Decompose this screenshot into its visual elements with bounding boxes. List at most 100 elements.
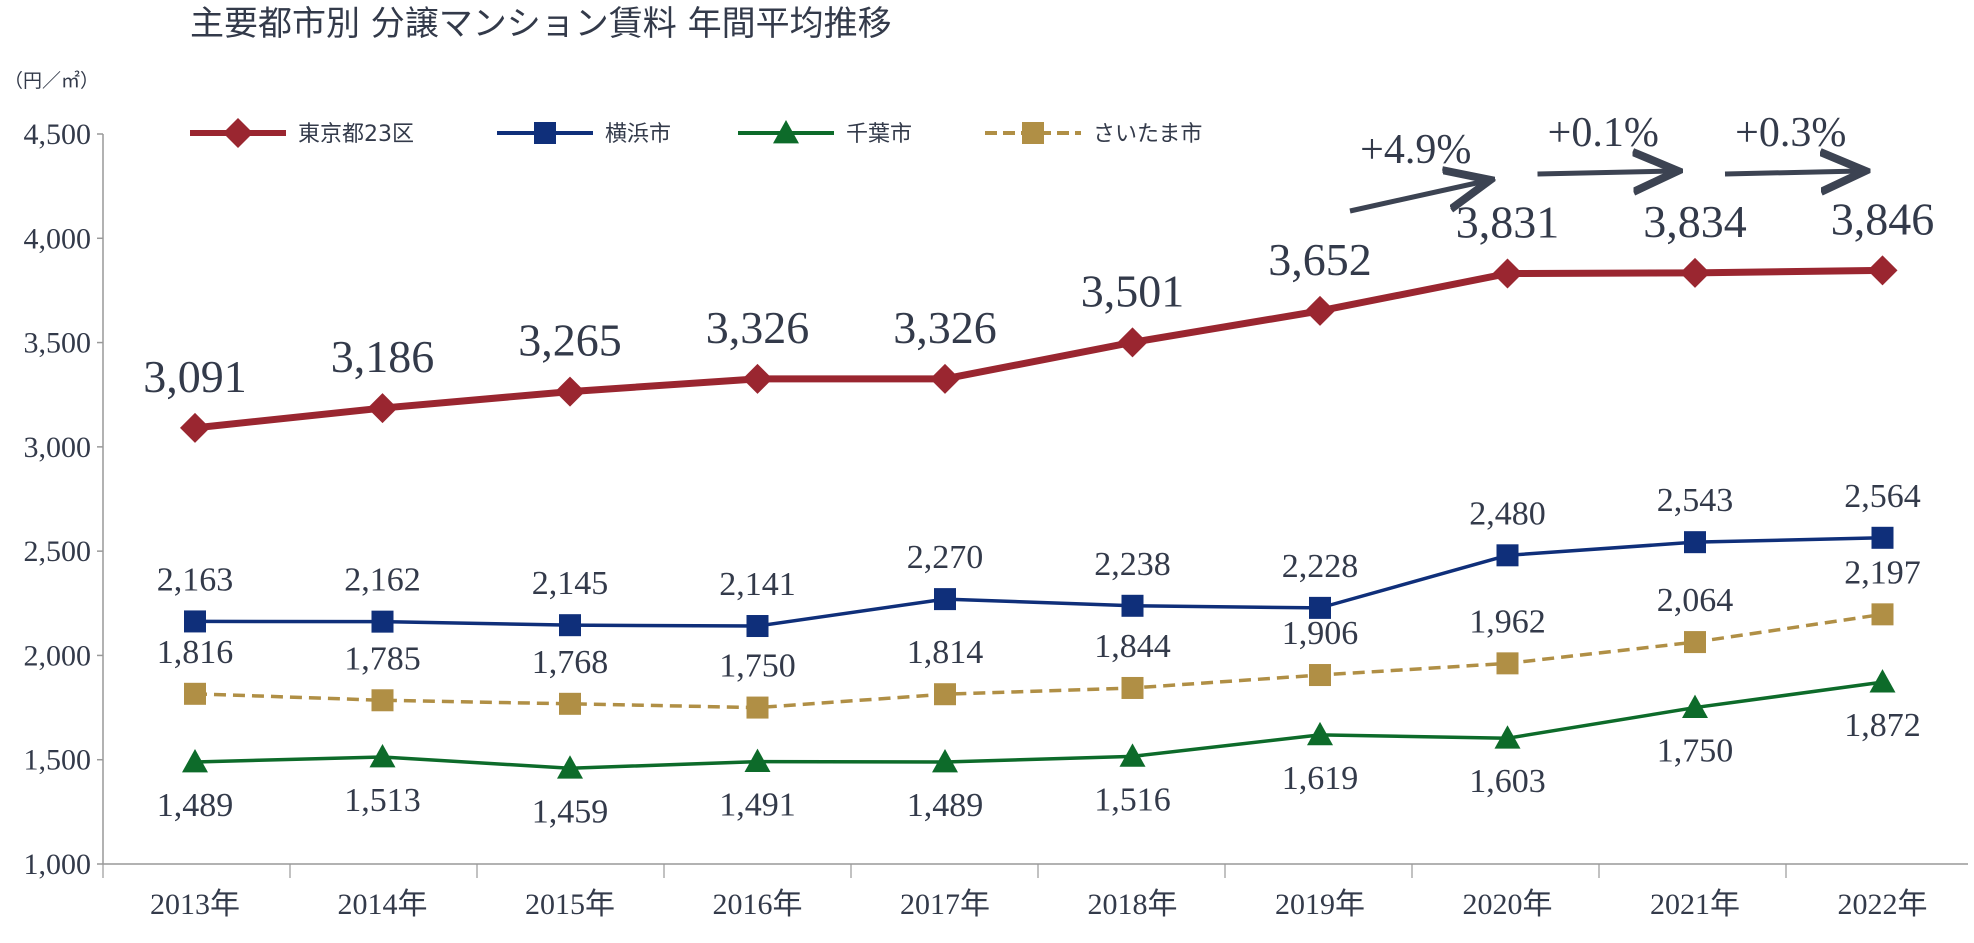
series-line — [194, 680, 1883, 771]
legend-label: 横浜市 — [605, 122, 671, 147]
data-point — [746, 615, 769, 638]
y-tick-label: 3,000 — [24, 431, 92, 464]
growth-arrow — [1349, 181, 1486, 214]
x-tick-label: 2017年 — [900, 888, 990, 921]
data-point — [1871, 526, 1894, 549]
data-point — [1496, 652, 1519, 675]
series — [184, 526, 1894, 638]
data-label: 2,162 — [344, 562, 421, 599]
data-point — [1682, 694, 1708, 718]
data-point — [180, 412, 210, 443]
data-point — [371, 689, 394, 712]
y-tick-label: 1,500 — [24, 744, 92, 777]
legend-item: 横浜市 — [497, 122, 671, 147]
unit-label: （円／㎡） — [4, 69, 99, 92]
data-point — [1307, 721, 1333, 746]
data-point — [184, 682, 206, 705]
data-point — [1309, 596, 1331, 619]
x-tick-label: 2015年 — [525, 888, 615, 921]
data-point — [932, 749, 958, 773]
data-point — [1869, 669, 1896, 693]
data-point — [746, 696, 769, 719]
series — [180, 255, 1898, 443]
data-label: 1,785 — [344, 640, 421, 677]
data-label: 1,844 — [1094, 628, 1171, 665]
data-label: 1,516 — [1094, 781, 1171, 818]
data-point — [1119, 743, 1146, 767]
legend-label: 東京都23区 — [298, 122, 414, 147]
legend: 東京都23区 横浜市 千葉市 さいたま市 — [190, 118, 1202, 148]
data-label: 3,186 — [331, 331, 435, 382]
growth-label: +0.3% — [1735, 110, 1846, 156]
data-point — [1117, 327, 1148, 358]
data-point — [1867, 255, 1898, 286]
data-point — [369, 744, 396, 768]
data-label: 2,163 — [157, 561, 234, 598]
legend-item: さいたま市 — [985, 122, 1202, 147]
data-labels: 3,091 3,186 3,265 3,326 3,326 3,501 3,652 3,831… — [143, 193, 1934, 830]
data-point — [1494, 725, 1521, 749]
growth-arrow — [1724, 171, 1861, 174]
growth-annotation: +0.3% — [1724, 110, 1861, 174]
data-label: 3,834 — [1643, 196, 1747, 247]
data-point — [1496, 544, 1519, 567]
data-point — [557, 755, 583, 779]
series — [182, 669, 1896, 779]
series-group — [180, 255, 1898, 779]
data-label: 1,816 — [157, 634, 234, 671]
data-point — [1309, 664, 1331, 687]
data-label: 1,750 — [1657, 733, 1734, 770]
x-tick-label: 2014年 — [338, 888, 428, 921]
data-label: 3,831 — [1456, 197, 1560, 248]
legend-label: 千葉市 — [846, 122, 912, 147]
x-tick-label: 2020年 — [1463, 888, 1553, 921]
growth-annotations: +4.9% +0.1% +0.3% — [1349, 110, 1861, 214]
data-label: 2,145 — [532, 565, 609, 602]
data-label: 1,603 — [1469, 763, 1546, 800]
data-point — [1684, 531, 1706, 554]
x-tick-label: 2022年 — [1838, 888, 1928, 921]
data-point — [1121, 676, 1144, 699]
growth-label: +4.9% — [1360, 127, 1471, 173]
legend-marker — [223, 118, 253, 148]
legend-item: 東京都23区 — [190, 118, 414, 148]
data-point — [367, 393, 398, 424]
x-tick-label: 2019年 — [1275, 888, 1365, 921]
data-label: 2,564 — [1844, 478, 1921, 515]
data-label: 2,480 — [1469, 495, 1546, 532]
data-point — [184, 610, 206, 633]
data-point — [934, 683, 956, 706]
data-point — [182, 749, 208, 773]
x-tick-label: 2018年 — [1088, 888, 1178, 921]
data-point — [1684, 631, 1706, 654]
data-label: 3,501 — [1081, 265, 1185, 316]
legend-marker — [534, 122, 556, 144]
data-label: 3,326 — [706, 302, 810, 353]
legend-label: さいたま市 — [1093, 122, 1202, 147]
data-label: 1,459 — [532, 793, 609, 830]
y-tick-label: 1,000 — [24, 848, 92, 881]
data-label: 2,270 — [907, 539, 984, 576]
data-point — [1680, 257, 1710, 288]
y-tick-label: 4,500 — [24, 118, 92, 151]
axes: 1,000 1,500 2,000 2,500 3,000 3,500 4,000 4,500… — [24, 118, 1968, 921]
data-label: 2,543 — [1657, 482, 1734, 519]
data-point — [1305, 295, 1335, 326]
series-line — [194, 266, 1883, 432]
data-label: 1,962 — [1469, 603, 1546, 640]
data-label: 1,513 — [344, 782, 421, 819]
data-point — [744, 748, 771, 772]
series-line — [194, 536, 1883, 628]
data-point — [934, 588, 956, 611]
data-label: 3,846 — [1831, 193, 1935, 244]
x-tick-label: 2013年 — [150, 888, 240, 921]
data-label: 1,489 — [907, 787, 984, 824]
y-tick-label: 4,000 — [24, 222, 92, 255]
x-tick-label: 2016年 — [713, 888, 803, 921]
data-label: 1,906 — [1282, 615, 1359, 652]
legend-marker — [1022, 122, 1044, 144]
data-label: 1,768 — [532, 644, 609, 681]
y-tick-label: 2,000 — [24, 639, 92, 672]
data-label: 2,238 — [1094, 546, 1171, 583]
